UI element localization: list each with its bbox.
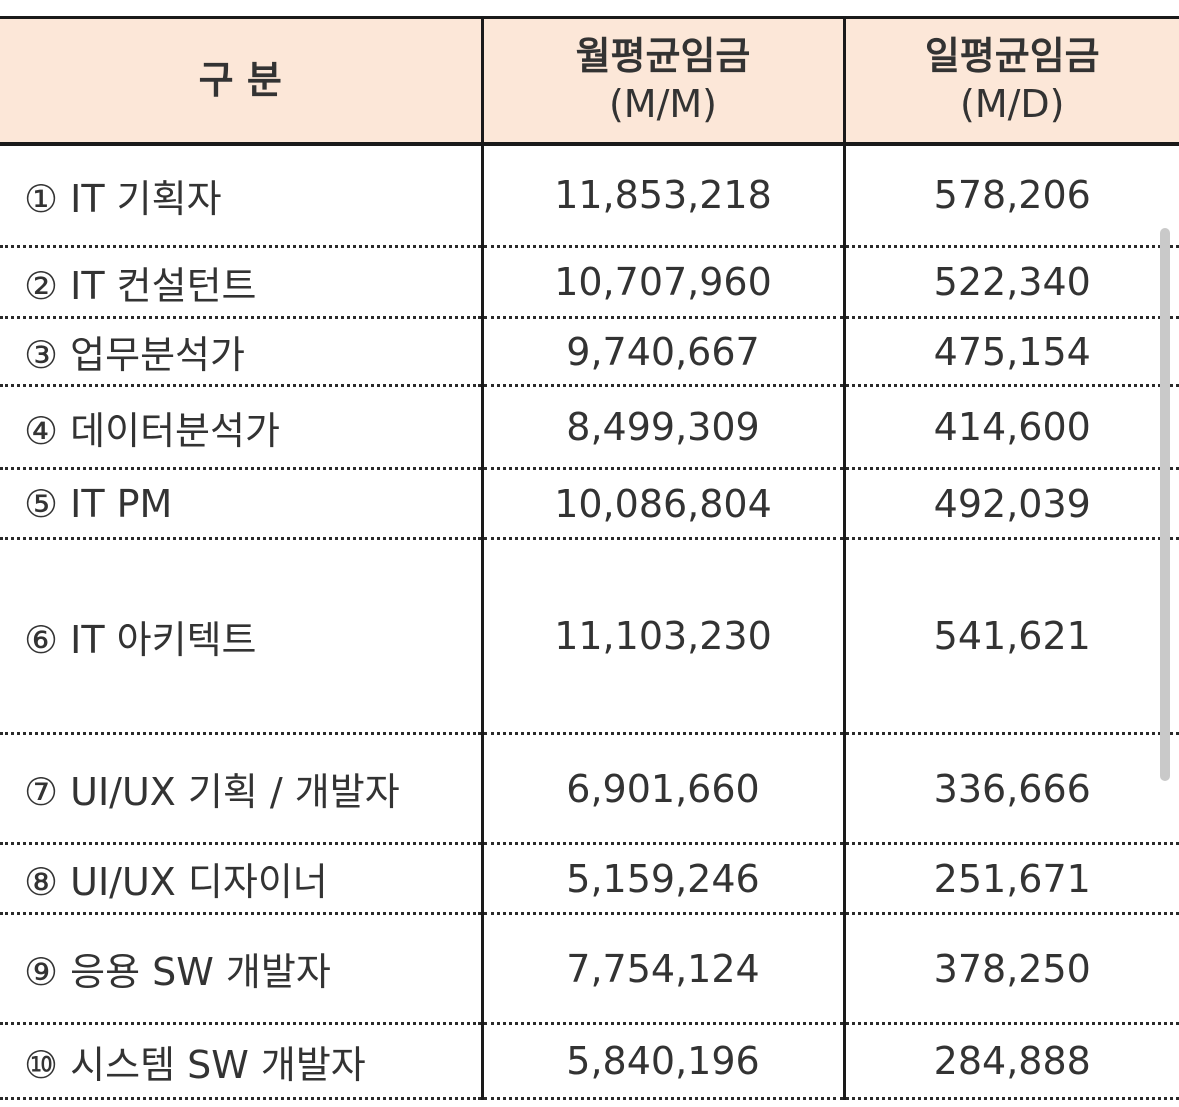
vertical-scrollbar[interactable] (1160, 228, 1170, 781)
header-row: 구 분 월평균임금 (M/M) 일평균임금 (M/D) (0, 16, 1179, 146)
row-category: ② IT 컨설턴트 (0, 246, 484, 319)
row-category: ⑧ UI/UX 디자이너 (0, 843, 484, 915)
row-daily-wage: 284,888 (844, 1023, 1179, 1100)
row-category: ④ 데이터분석가 (0, 385, 484, 470)
row-category: ⑩ 시스템 SW 개발자 (0, 1023, 484, 1100)
table-row: ② IT 컨설턴트 10,707,960 522,340 (0, 246, 1179, 319)
row-daily-wage: 414,600 (844, 385, 1179, 470)
table-row: ⑦ UI/UX 기획 / 개발자 6,901,660 336,666 (0, 733, 1179, 845)
table-row: ⑥ IT 아키텍트 11,103,230 541,621 (0, 538, 1179, 735)
row-daily-wage: 475,154 (844, 317, 1179, 387)
row-category: ③ 업무분석가 (0, 317, 484, 387)
row-category: ⑥ IT 아키텍트 (0, 538, 484, 735)
row-daily-wage: 541,621 (844, 538, 1179, 735)
wage-table: 구 분 월평균임금 (M/M) 일평균임금 (M/D) ① IT 기획자 11,… (0, 16, 1179, 1100)
row-daily-wage: 492,039 (844, 468, 1179, 540)
header-daily-wage: 일평균임금 (M/D) (844, 16, 1179, 146)
row-monthly-wage: 11,103,230 (482, 538, 846, 735)
row-monthly-wage: 6,901,660 (482, 733, 846, 845)
row-category: ⑨ 응용 SW 개발자 (0, 913, 484, 1025)
row-monthly-wage: 11,853,218 (482, 143, 846, 248)
header-daily-title: 일평균임금 (924, 34, 1100, 79)
table-row: ⑧ UI/UX 디자이너 5,159,246 251,671 (0, 843, 1179, 915)
row-monthly-wage: 5,840,196 (482, 1023, 846, 1100)
row-monthly-wage: 10,086,804 (482, 468, 846, 540)
table-row: ④ 데이터분석가 8,499,309 414,600 (0, 385, 1179, 470)
row-daily-wage: 336,666 (844, 733, 1179, 845)
header-category-label: 구 분 (198, 58, 282, 103)
table-row: ⑩ 시스템 SW 개발자 5,840,196 284,888 (0, 1023, 1179, 1100)
row-monthly-wage: 7,754,124 (482, 913, 846, 1025)
row-category: ① IT 기획자 (0, 143, 484, 248)
row-category: ⑤ IT PM (0, 468, 484, 540)
header-daily-unit: (M/D) (960, 82, 1065, 127)
row-monthly-wage: 5,159,246 (482, 843, 846, 915)
row-monthly-wage: 8,499,309 (482, 385, 846, 470)
table-row: ⑨ 응용 SW 개발자 7,754,124 378,250 (0, 913, 1179, 1025)
row-daily-wage: 522,340 (844, 246, 1179, 319)
header-monthly-title: 월평균임금 (575, 34, 751, 79)
table-body: ① IT 기획자 11,853,218 578,206 ② IT 컨설턴트 10… (0, 143, 1179, 1100)
table-row: ① IT 기획자 11,853,218 578,206 (0, 143, 1179, 248)
header-category: 구 분 (0, 16, 484, 146)
row-daily-wage: 578,206 (844, 143, 1179, 248)
header-monthly-wage: 월평균임금 (M/M) (482, 16, 846, 146)
row-daily-wage: 251,671 (844, 843, 1179, 915)
header-monthly-unit: (M/M) (608, 82, 718, 127)
row-monthly-wage: 9,740,667 (482, 317, 846, 387)
table-row: ⑤ IT PM 10,086,804 492,039 (0, 468, 1179, 540)
table-header: 구 분 월평균임금 (M/M) 일평균임금 (M/D) (0, 16, 1179, 146)
row-monthly-wage: 10,707,960 (482, 246, 846, 319)
row-daily-wage: 378,250 (844, 913, 1179, 1025)
row-category: ⑦ UI/UX 기획 / 개발자 (0, 733, 484, 845)
table-row: ③ 업무분석가 9,740,667 475,154 (0, 317, 1179, 387)
